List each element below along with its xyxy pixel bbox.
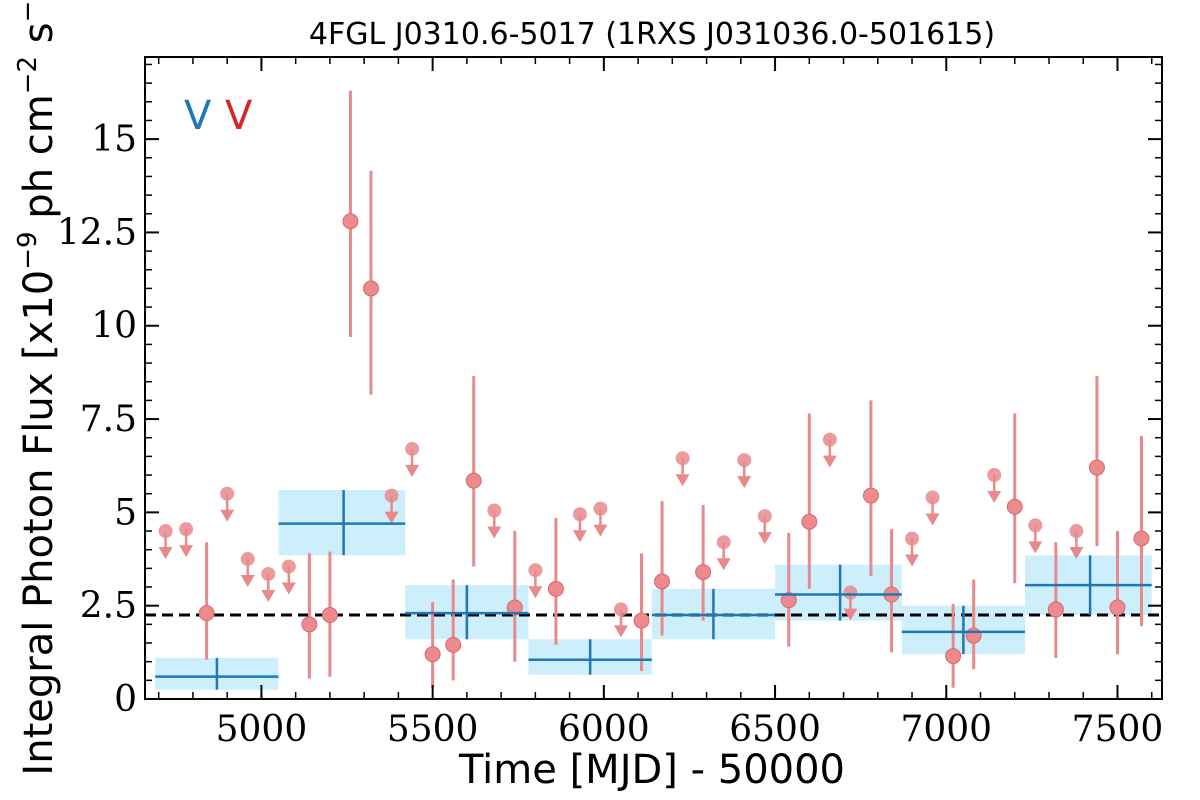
monthly-point	[363, 280, 379, 297]
monthly-point	[695, 564, 712, 581]
upper-limit-arrow	[220, 509, 235, 522]
monthly-point	[965, 627, 982, 644]
monthly-point	[445, 636, 462, 653]
upper-limit-point	[240, 552, 255, 567]
upper-limit-arrow	[737, 476, 752, 489]
yearly-points	[155, 489, 1152, 690]
upper-limit-point	[757, 509, 772, 524]
upper-limit-arrow	[384, 511, 399, 524]
y-tick-label: 0	[114, 679, 137, 720]
monthly-point	[1133, 530, 1150, 547]
upper-limit-arrow	[675, 474, 690, 487]
upper-limit-point	[572, 507, 587, 522]
upper-limit-arrow	[593, 524, 608, 537]
monthly-points	[158, 90, 1150, 688]
monthly-point	[945, 648, 962, 665]
upper-limit-arrow	[1028, 541, 1043, 554]
monthly-point	[780, 592, 797, 609]
monthly-point	[801, 513, 818, 530]
upper-limit-arrow	[158, 547, 173, 560]
x-axis-label: Time [MJD] - 50000	[458, 747, 845, 793]
monthly-point	[342, 213, 359, 230]
upper-limit-point	[405, 441, 420, 456]
blue-v-marker: V	[184, 93, 212, 139]
monthly-point	[424, 646, 441, 663]
upper-limit-arrow	[843, 608, 858, 621]
upper-limit-arrow	[613, 625, 628, 638]
upper-limit-arrow	[1069, 547, 1084, 560]
yearly-bin-band	[775, 564, 902, 621]
upper-limit-arrow	[179, 545, 194, 558]
upper-limit-point	[822, 432, 837, 447]
upper-limit-point	[716, 535, 731, 550]
red-v-marker: V	[225, 93, 253, 139]
plot-border	[144, 56, 1163, 700]
y-tick-label: 15	[91, 119, 137, 160]
monthly-point	[1047, 601, 1064, 618]
x-tick-label: 7000	[900, 709, 992, 750]
y-tick-label: 7.5	[80, 399, 137, 440]
upper-limit-point	[613, 602, 628, 617]
yearly-bin-bands	[155, 489, 1152, 690]
monthly-point	[198, 605, 215, 622]
upper-limit-point	[905, 531, 920, 546]
upper-limit-arrow	[261, 589, 276, 602]
monthly-point	[321, 607, 338, 624]
plot-frame	[144, 56, 1163, 700]
upper-limit-point	[281, 559, 296, 574]
x-tick-label: 7500	[1072, 709, 1164, 750]
y-axis-label: Integral Photon Flux [x10−9 ph cm−2 s−1]	[13, 0, 62, 776]
y-tick-label: 5	[114, 492, 137, 533]
monthly-point	[654, 573, 671, 590]
upper-limit-point	[987, 468, 1002, 483]
upper-limit-point	[487, 503, 502, 518]
monthly-point	[547, 580, 564, 597]
monthly-point	[862, 487, 879, 504]
upper-limit-point	[737, 453, 752, 468]
monthly-point	[1109, 599, 1126, 616]
upper-limit-arrow	[716, 558, 731, 571]
upper-limit-arrow	[905, 554, 920, 567]
upper-limit-arrow	[528, 586, 543, 599]
upper-limit-arrow	[757, 532, 772, 545]
upper-limit-point	[1069, 524, 1084, 539]
upper-limit-point	[158, 524, 173, 539]
upper-limit-arrow	[281, 582, 296, 595]
monthly-point	[301, 616, 318, 633]
upper-limit-arrow	[822, 455, 837, 468]
upper-limit-arrow	[405, 464, 420, 477]
upper-limit-point	[925, 490, 940, 505]
x-tick-label: 5500	[387, 709, 479, 750]
x-tick-label: 6500	[729, 709, 821, 750]
upper-limit-point	[220, 486, 235, 501]
axis-ticks	[145, 57, 1162, 700]
upper-limit-arrow	[925, 513, 940, 526]
upper-limit-arrow	[572, 530, 587, 543]
upper-limit-point	[261, 566, 276, 581]
monthly-point	[506, 599, 523, 616]
monthly-point	[1006, 498, 1023, 515]
chart-title: 4FGL J0310.6-5017 (1RXS J031036.0-501615…	[309, 17, 995, 52]
upper-limit-arrow	[240, 575, 255, 588]
y-tick-label: 12.5	[57, 212, 137, 253]
upper-limit-point	[179, 522, 194, 537]
tick-labels: 5000 5500 6000 6500 7000 7500 0 2.5 5 7.5 10 12.5 15	[57, 119, 1163, 750]
upper-limit-arrow	[987, 491, 1002, 504]
x-tick-label: 5000	[216, 709, 308, 750]
upper-limit-point	[1028, 518, 1043, 533]
monthly-point	[1088, 459, 1105, 476]
y-tick-label: 10	[91, 306, 137, 347]
upper-limit-point	[843, 585, 858, 600]
upper-limit-point	[593, 501, 608, 516]
x-tick-label: 6000	[558, 709, 650, 750]
monthly-point	[633, 612, 650, 629]
monthly-point	[465, 472, 482, 489]
upper-limit-point	[528, 563, 543, 578]
upper-limit-point	[675, 451, 690, 466]
upper-limit-point	[384, 488, 399, 503]
y-tick-label: 2.5	[80, 586, 137, 627]
upper-limit-arrow	[487, 526, 502, 539]
